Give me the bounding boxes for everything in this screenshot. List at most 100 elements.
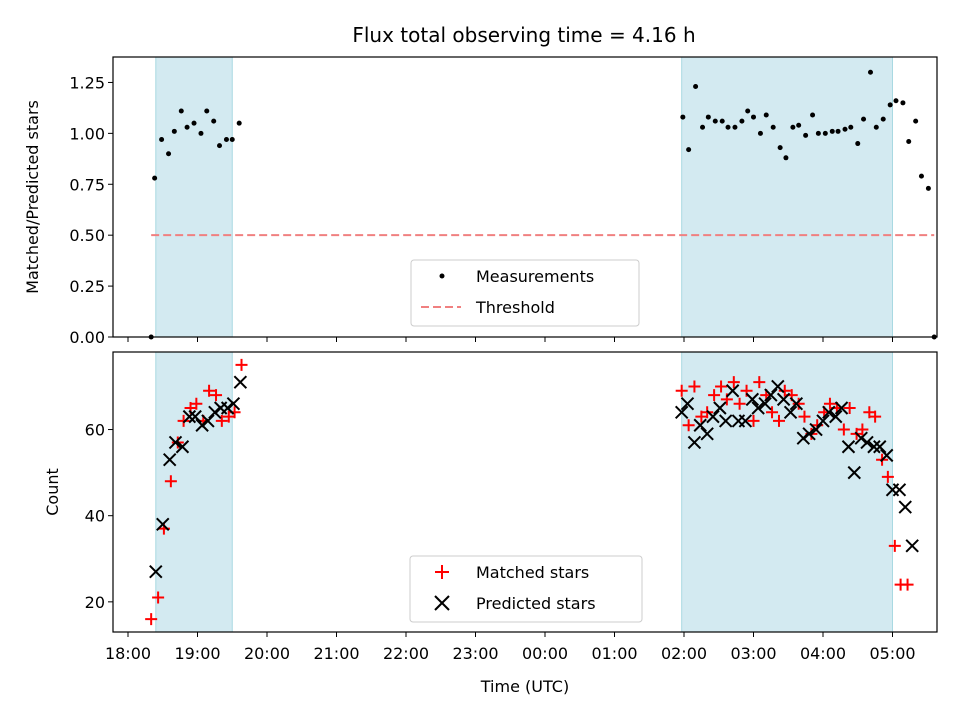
chart-title: Flux total observing time = 4.16 h bbox=[352, 23, 695, 47]
predicted-star-point bbox=[226, 396, 241, 411]
x-tick-label: 02:00 bbox=[661, 644, 707, 663]
measurement-point bbox=[822, 130, 828, 136]
predicted-star-point bbox=[738, 414, 753, 428]
matched-star-point bbox=[823, 397, 836, 410]
measurement-point bbox=[198, 130, 204, 136]
predicted-star-point bbox=[687, 435, 702, 450]
measurement-point bbox=[803, 132, 809, 138]
measurement-point bbox=[880, 116, 886, 122]
matched-star-point bbox=[701, 406, 714, 419]
predicted-star-point bbox=[718, 414, 733, 428]
measurement-point bbox=[873, 124, 879, 130]
predicted-star-point bbox=[880, 448, 894, 463]
legend-predicted-label: Predicted stars bbox=[476, 594, 596, 613]
measurement-point bbox=[757, 130, 763, 136]
predicted-star-point bbox=[898, 500, 912, 514]
matched-star-point bbox=[869, 410, 882, 423]
predicted-star-point bbox=[867, 440, 881, 454]
x-tick-label: 05:00 bbox=[869, 644, 915, 663]
predicted-star-point bbox=[816, 414, 830, 428]
observing-window-2 bbox=[681, 351, 894, 633]
measurement-point bbox=[159, 136, 165, 142]
predicted-star-point bbox=[796, 431, 811, 445]
legend-predicted-marker bbox=[434, 595, 450, 611]
legend-measurements-marker bbox=[439, 273, 445, 279]
measurement-point bbox=[913, 118, 919, 124]
measurement-point bbox=[211, 118, 217, 124]
legend-matched-marker bbox=[435, 565, 449, 579]
predicted-star-point bbox=[847, 465, 861, 480]
predicted-star-point bbox=[809, 422, 823, 437]
matched-star-point bbox=[688, 380, 701, 393]
x-tick-label: 23:00 bbox=[452, 644, 498, 663]
legend-threshold-label: Threshold bbox=[475, 298, 555, 317]
matched-star-point bbox=[152, 591, 165, 604]
measurement-point bbox=[171, 128, 177, 134]
measurement-point bbox=[229, 136, 235, 142]
measurement-point bbox=[867, 69, 873, 75]
predicted-star-point bbox=[822, 405, 836, 420]
predicted-star-point bbox=[208, 405, 222, 420]
predicted-star-point bbox=[693, 418, 707, 432]
observing-window-2 bbox=[681, 56, 894, 338]
y-tick-label: 1.00 bbox=[69, 124, 105, 143]
measurement-point bbox=[204, 108, 210, 114]
measurement-point bbox=[693, 84, 699, 90]
measurement-point bbox=[887, 102, 893, 108]
measurement-point bbox=[236, 120, 242, 126]
matched-star-point bbox=[792, 397, 805, 410]
x-tick-label: 22:00 bbox=[383, 644, 429, 663]
legend-measurements-label: Measurements bbox=[476, 267, 594, 286]
x-tick-label: 03:00 bbox=[730, 644, 776, 663]
matched-star-point bbox=[843, 402, 856, 414]
measurement-point bbox=[796, 122, 802, 128]
measurement-point bbox=[739, 118, 745, 124]
measurement-point bbox=[855, 141, 861, 147]
predicted-star-point bbox=[713, 401, 727, 415]
measurement-point bbox=[848, 124, 854, 130]
panel-count: 20 40 60 18:00 19:00 20:00 21:00 22:00 23:00 00:… bbox=[43, 351, 938, 696]
matched-star-point bbox=[766, 406, 779, 419]
predicted-star-point bbox=[725, 384, 740, 398]
matched-star-point bbox=[682, 419, 695, 432]
predicted-star-point bbox=[674, 405, 689, 420]
measurement-point bbox=[184, 124, 190, 130]
matched-star-point bbox=[837, 423, 850, 436]
legend-matched-label: Matched stars bbox=[476, 563, 589, 582]
measurement-point bbox=[705, 114, 711, 120]
matched-star-point bbox=[708, 389, 721, 402]
matched-star-point bbox=[177, 414, 190, 427]
predicted-star-point bbox=[841, 440, 856, 454]
panel-ratio: 0.00 0.25 0.50 0.75 1.00 1.25 Matched/Predict… bbox=[23, 56, 938, 347]
legend-count: Matched stars Predicted stars bbox=[409, 555, 643, 623]
predicted-star-point bbox=[195, 418, 209, 432]
predicted-star-point bbox=[751, 401, 765, 415]
predicted-star-point bbox=[745, 392, 760, 407]
x-tick-label: 00:00 bbox=[522, 644, 568, 663]
measurement-point bbox=[686, 147, 692, 153]
matched-star-point bbox=[753, 376, 766, 389]
measurement-point bbox=[925, 185, 931, 191]
predicted-star-point bbox=[182, 409, 197, 424]
y-tick-label: 0.25 bbox=[69, 277, 105, 296]
matched-star-point bbox=[210, 389, 223, 402]
matched-star-point bbox=[145, 613, 158, 626]
predicted-star-point bbox=[834, 401, 849, 415]
measurement-point bbox=[719, 118, 725, 124]
matched-star-point bbox=[164, 475, 177, 488]
panel-ratio-frame bbox=[112, 56, 938, 338]
y-tick-label: 20 bbox=[85, 593, 105, 612]
matched-star-point bbox=[715, 380, 728, 393]
measurement-point bbox=[815, 130, 821, 136]
predicted-star-point bbox=[149, 564, 163, 579]
predicted-star-point bbox=[680, 396, 695, 411]
measurement-point bbox=[725, 124, 731, 130]
matched-star-point bbox=[235, 358, 248, 371]
matched-star-point bbox=[901, 578, 914, 591]
measurement-point bbox=[790, 124, 796, 130]
predicted-star-point bbox=[873, 440, 887, 454]
matched-star-point bbox=[881, 470, 894, 483]
measurement-point bbox=[900, 100, 906, 106]
x-tick-label: 01:00 bbox=[591, 644, 637, 663]
predicted-star-point bbox=[168, 435, 183, 450]
